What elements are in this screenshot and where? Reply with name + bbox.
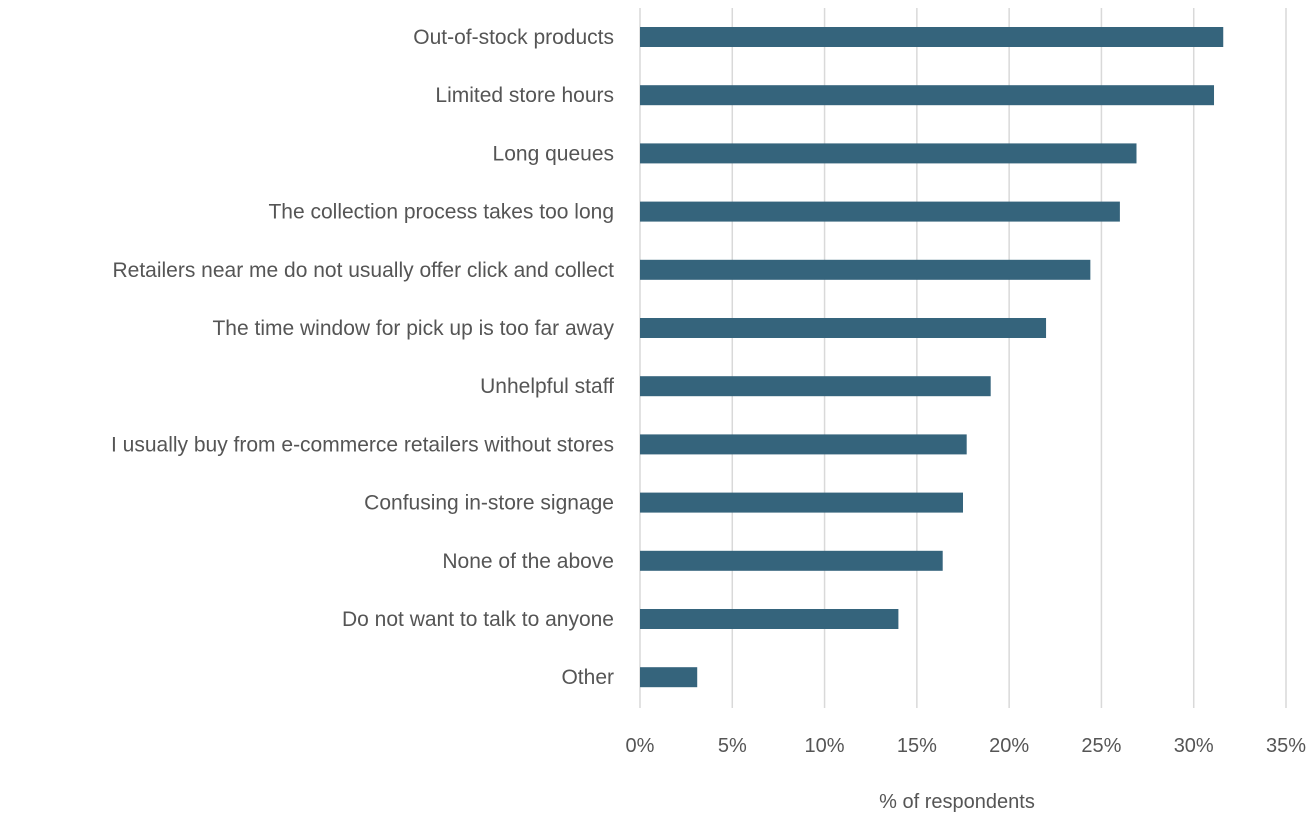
x-tick-label: 30%	[1174, 735, 1214, 757]
bar	[640, 143, 1137, 164]
bar	[640, 85, 1215, 106]
x-tick-label: 35%	[1266, 735, 1306, 757]
category-labels: Out-of-stock products Limited store hours…	[111, 26, 615, 689]
x-tick-label: 15%	[897, 735, 937, 757]
category-label: Other	[561, 666, 614, 689]
category-label: Limited store hours	[435, 84, 614, 107]
bar	[640, 434, 967, 455]
bar	[640, 201, 1120, 222]
category-label: Do not want to talk to anyone	[342, 608, 614, 631]
bars	[640, 27, 1224, 688]
x-axis-title: % of respondents	[879, 791, 1035, 813]
category-label: Out-of-stock products	[413, 26, 614, 49]
x-tick-label: 0%	[626, 735, 655, 757]
category-label: I usually buy from e-commerce retailers …	[111, 433, 614, 456]
bar	[640, 27, 1224, 47]
category-label: The collection process takes too long	[268, 201, 614, 224]
x-tick-label: 25%	[1081, 735, 1121, 757]
bar	[640, 550, 943, 571]
x-tick-label: 10%	[805, 735, 845, 757]
bar	[640, 609, 899, 629]
category-label: Retailers near me do not usually offer c…	[112, 259, 614, 282]
category-label: Confusing in-store signage	[364, 492, 614, 515]
x-tick-labels: 0% 5% 10% 15% 20% 25% 30% 35%	[626, 735, 1307, 757]
x-tick-label: 20%	[989, 735, 1029, 757]
category-label: Long queues	[493, 142, 614, 165]
category-label: Unhelpful staff	[480, 375, 614, 398]
bar	[640, 667, 698, 688]
category-label: The time window for pick up is too far a…	[212, 317, 614, 340]
bar	[640, 318, 1047, 338]
x-tick-label: 5%	[718, 735, 747, 757]
gridlines	[639, 8, 1287, 708]
bar	[640, 492, 963, 513]
bar	[640, 376, 991, 397]
bar	[640, 259, 1091, 280]
category-label: None of the above	[442, 550, 614, 573]
